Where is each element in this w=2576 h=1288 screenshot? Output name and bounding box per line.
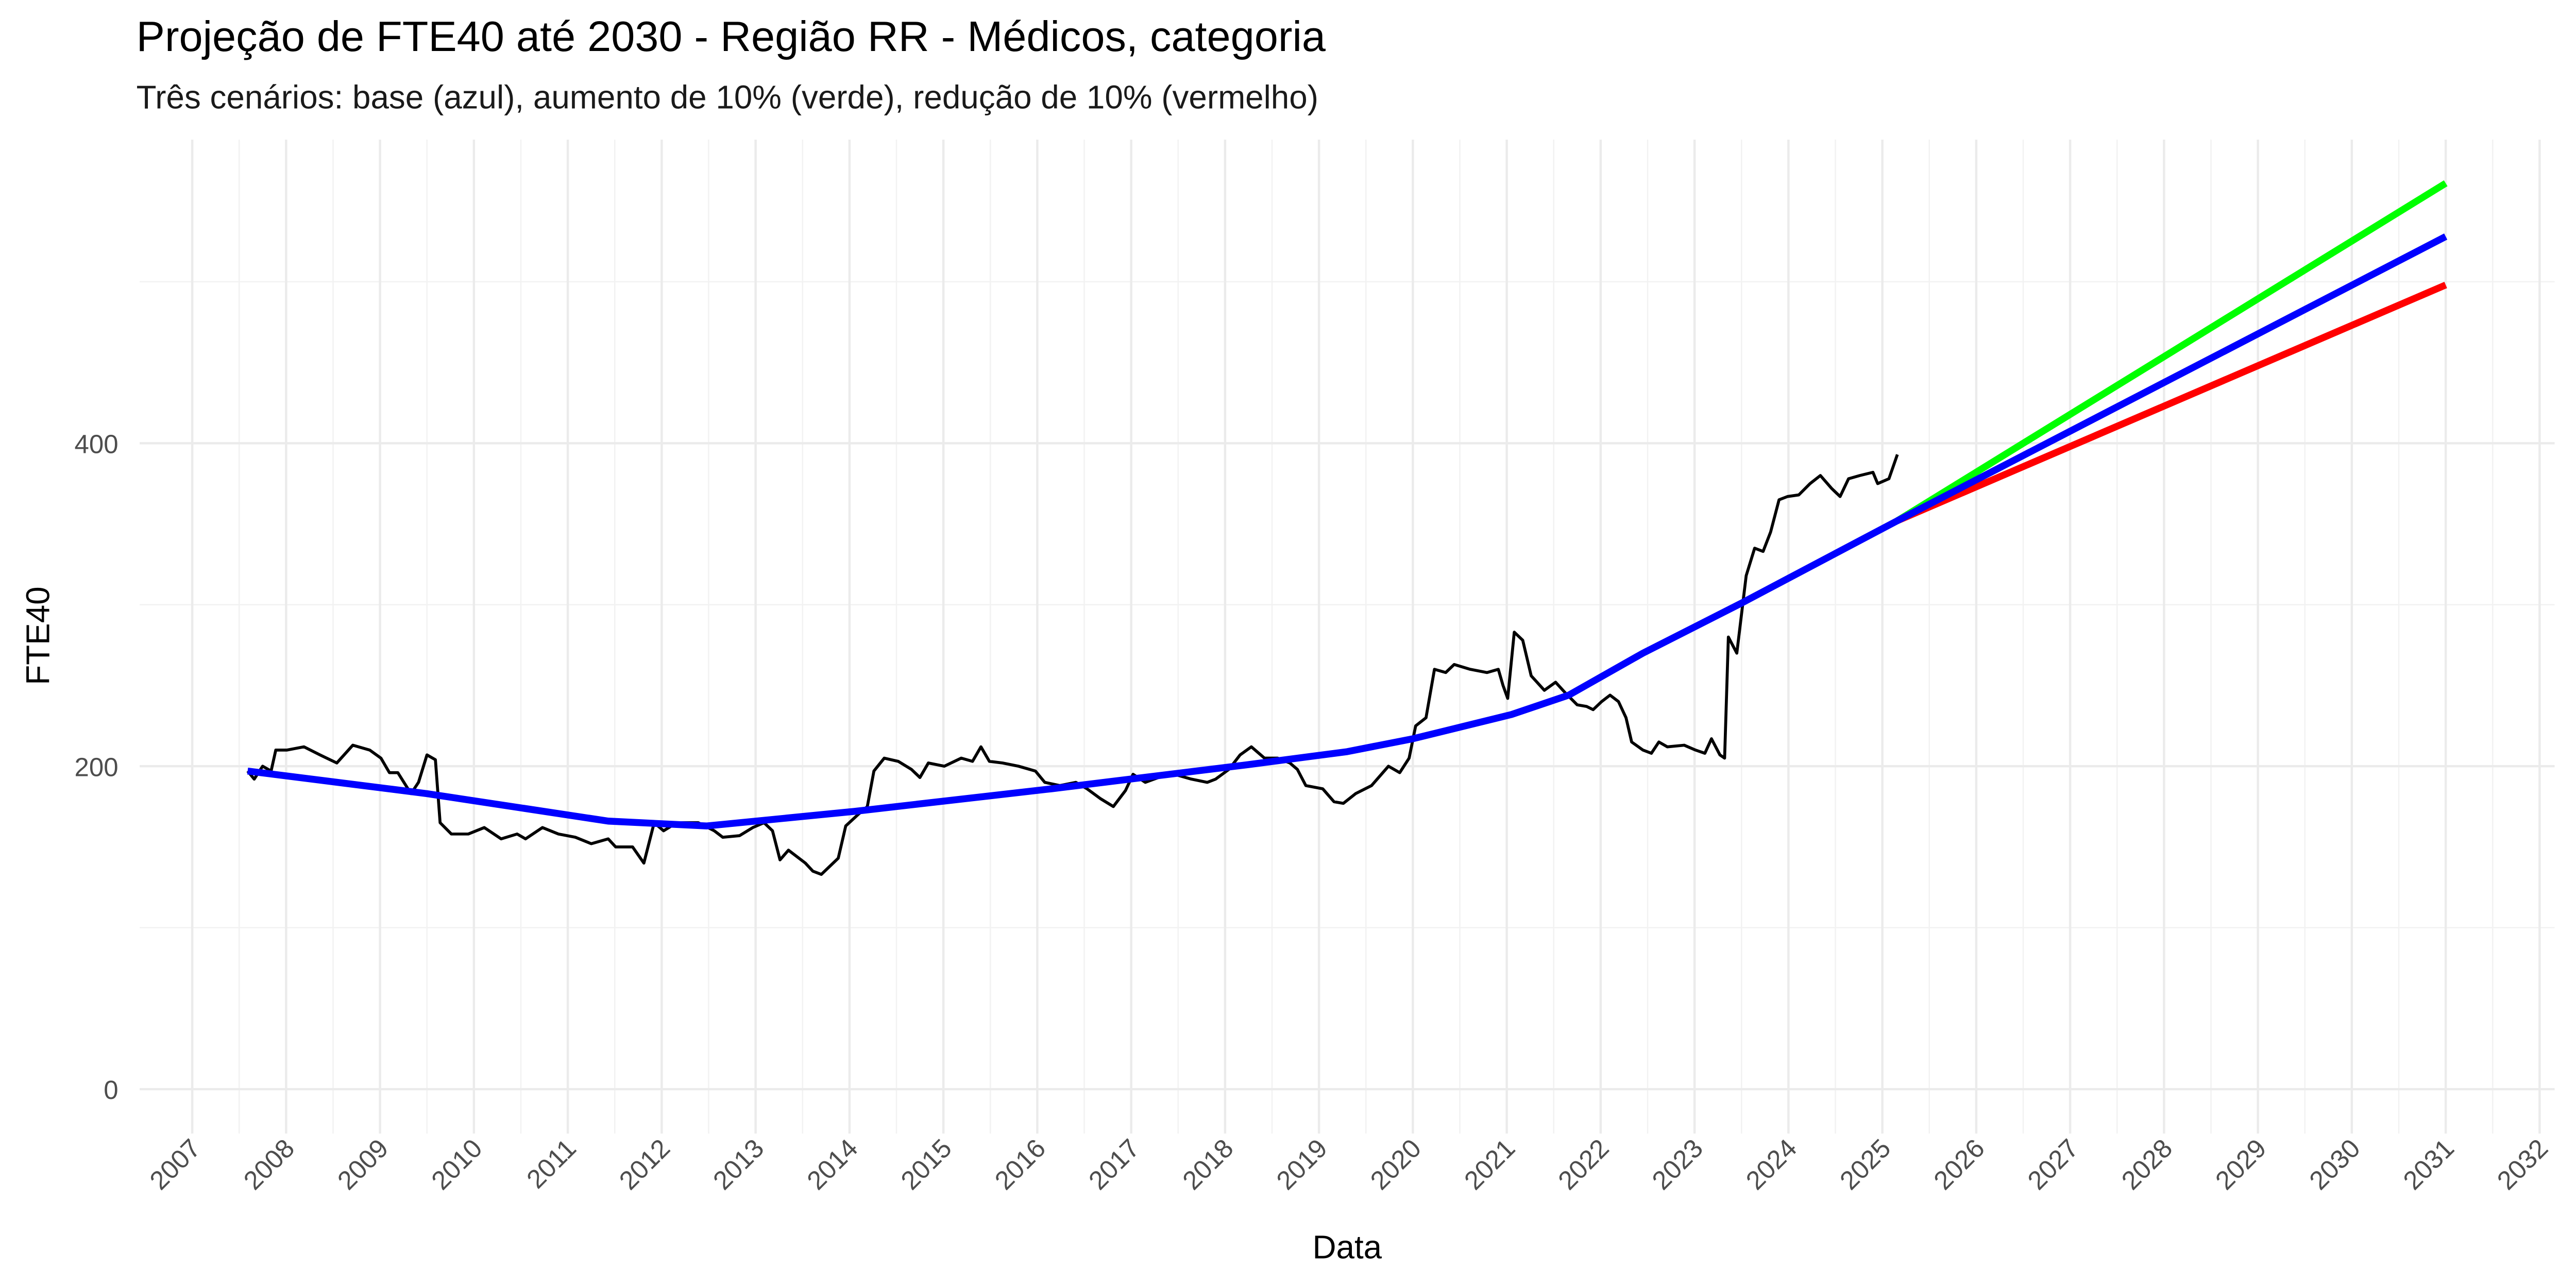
series-line	[247, 233, 2448, 829]
y-tick-label: 200	[74, 752, 118, 782]
chart-subtitle: Três cenários: base (azul), aumento de 1…	[137, 78, 1318, 115]
y-tick-label: 400	[74, 429, 118, 459]
chart-title: Projeção de FTE40 até 2030 - Região RR -…	[137, 12, 1326, 60]
series-line	[1895, 180, 2448, 524]
grid	[140, 140, 2555, 1134]
y-tick-label: 0	[104, 1075, 118, 1105]
y-axis-label: FTE40	[20, 586, 57, 685]
series-line	[1896, 281, 2447, 524]
x-axis-label: Data	[1312, 1229, 1382, 1266]
plot-lines	[246, 180, 2448, 876]
